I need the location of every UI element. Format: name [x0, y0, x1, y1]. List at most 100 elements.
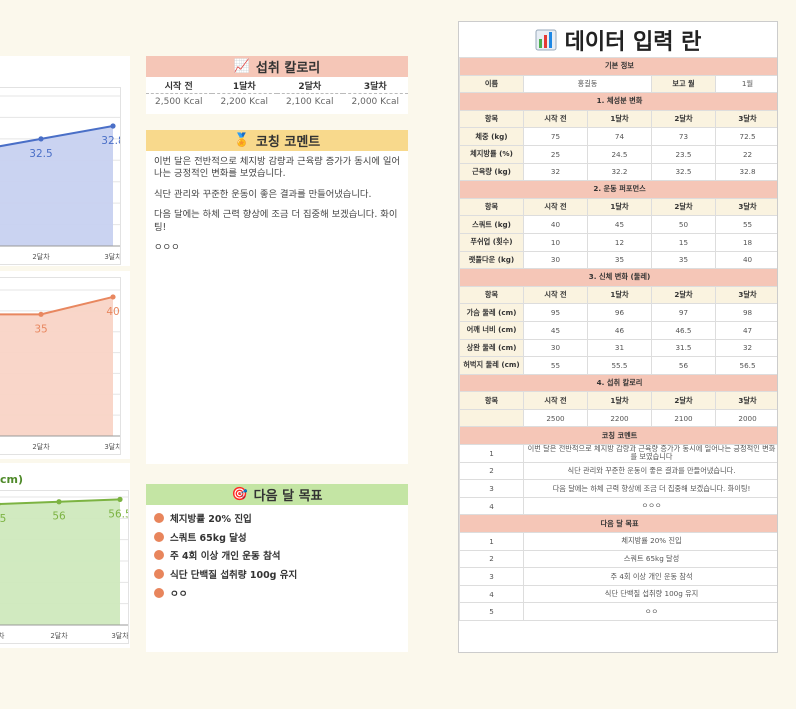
data-cell[interactable]: 72.5	[714, 127, 777, 146]
name-value[interactable]: 홍길동	[523, 74, 652, 94]
data-cell[interactable]: 73	[651, 127, 716, 146]
calorie-col-header: 1달차	[232, 81, 256, 92]
data-cell[interactable]: 30	[523, 250, 588, 270]
coaching-paragraph: 다음 달에는 하체 근력 향상에 조금 더 집중해 보겠습니다. 화이팅!	[154, 209, 398, 233]
table-row: 스쿼트 (kg) 40 45 50 55	[459, 215, 777, 234]
row-number: 5	[459, 602, 524, 621]
goal-cell[interactable]: ㅇㅇ	[522, 602, 777, 621]
data-cell[interactable]: 18	[714, 232, 777, 252]
column-header: 항목	[459, 197, 524, 217]
data-cell[interactable]: 40	[714, 250, 777, 270]
data-cell[interactable]: 55.5	[587, 356, 652, 375]
chart-thigh-title: cm)	[0, 473, 24, 486]
data-cell[interactable]: 95	[523, 303, 588, 322]
section-row: 다음 달 목표	[459, 514, 777, 534]
data-entry-table: 기본 정보 이름 홍길동 보고 월 1월 1. 체성분 변화 항목 시작 전 1달차 2달차 3달차…	[459, 57, 777, 621]
table-row: 2500 2200 2100 2000	[459, 408, 777, 428]
data-cell[interactable]: 12	[587, 232, 652, 252]
calorie-title: 섭취 칼로리	[255, 61, 321, 76]
comment-cell[interactable]: ㅇㅇㅇ	[522, 496, 777, 516]
data-cell[interactable]: 40	[523, 215, 588, 234]
data-point	[0, 502, 1, 506]
data-point	[110, 294, 116, 300]
calorie-header: 📈 섭취 칼로리	[146, 56, 408, 77]
data-cell[interactable]: 56	[651, 356, 716, 375]
column-header: 2달차	[651, 391, 716, 410]
comment-cell[interactable]: 이번 달은 전반적으로 체지방 감량과 근육량 증가가 동시에 일어나는 긍정적…	[522, 444, 777, 463]
data-cell[interactable]: 32.8	[714, 162, 777, 182]
data-cell[interactable]: 98	[714, 303, 777, 322]
panel-title: 데이터 입력 란	[459, 22, 777, 57]
data-cell[interactable]: 32.5	[651, 162, 716, 182]
data-cell[interactable]: 2100	[651, 408, 716, 428]
data-cell[interactable]: 2200	[587, 408, 652, 428]
data-cell[interactable]: 96	[587, 303, 652, 322]
series-line	[0, 498, 121, 506]
data-cell[interactable]: 2500	[523, 408, 588, 428]
data-cell[interactable]: 35	[651, 250, 716, 270]
data-cell[interactable]: 22	[714, 144, 777, 164]
comment-cell[interactable]: 식단 관리와 꾸준한 운동이 좋은 결과를 만들어냈습니다.	[522, 461, 777, 481]
column-header: 시작 전	[523, 285, 588, 305]
goal-text: 스쿼트 65kg 달성	[170, 532, 247, 544]
comment-cell[interactable]: 다음 달에는 하체 근력 향상에 조금 더 집중해 보겠습니다. 화이팅!	[522, 479, 777, 498]
row-label: 어깨 너비 (cm)	[459, 320, 524, 340]
data-cell[interactable]: 47	[714, 320, 777, 340]
data-cell[interactable]: 31	[587, 338, 652, 358]
data-cell[interactable]: 45	[587, 215, 652, 234]
data-cell[interactable]: 50	[651, 215, 716, 234]
data-cell[interactable]: 45	[523, 320, 588, 340]
series-area	[0, 296, 113, 436]
data-cell[interactable]: 24.5	[587, 144, 652, 164]
data-cell[interactable]: 74	[587, 127, 652, 146]
chart-muscle: 32.5 32.8 2달차 3달차	[0, 87, 125, 265]
data-cell[interactable]: 32	[714, 338, 777, 358]
data-cell[interactable]: 31.5	[651, 338, 716, 358]
column-header: 3달차	[714, 109, 777, 129]
column-header: 1달차	[587, 109, 652, 129]
goal-cell[interactable]: 체지방률 20% 진입	[522, 532, 777, 551]
tick-label: 2달차	[32, 442, 50, 451]
data-cell[interactable]: 56.5	[714, 356, 777, 375]
chart-thigh-svg: 5.5 56 56.5 달차 2달차 3달차	[0, 496, 132, 640]
data-cell[interactable]: 2000	[714, 408, 777, 428]
data-cell[interactable]: 23.5	[651, 144, 716, 164]
column-header: 2달차	[651, 285, 716, 305]
data-cell[interactable]: 10	[523, 232, 588, 252]
data-label: 35	[34, 323, 47, 335]
table-row: 3 다음 달에는 하체 근력 향상에 조금 더 집중해 보겠습니다. 화이팅!	[459, 479, 777, 498]
row-label: 스쿼트 (kg)	[459, 215, 524, 234]
data-cell[interactable]: 55	[523, 356, 588, 375]
bullet-icon	[154, 531, 164, 542]
data-cell[interactable]: 32.2	[587, 162, 652, 182]
data-cell[interactable]: 32	[523, 162, 588, 182]
column-header: 시작 전	[523, 391, 588, 410]
coaching-paragraph: 식단 관리와 꾸준한 운동이 좋은 결과를 만들어냈습니다.	[154, 188, 372, 200]
goal-cell[interactable]: 스쿼트 65kg 달성	[522, 549, 777, 569]
month-value[interactable]: 1월	[714, 74, 777, 94]
goal-cell[interactable]: 식단 단백질 섭취량 100g 유지	[522, 584, 777, 604]
goal-item: 스쿼트 65kg 달성	[154, 528, 404, 547]
data-cell[interactable]: 15	[651, 232, 716, 252]
data-cell[interactable]: 55	[714, 215, 777, 234]
data-cell[interactable]: 30	[523, 338, 588, 358]
coaching-header: 🏅 코칭 코멘트	[146, 130, 408, 151]
data-cell[interactable]: 75	[523, 127, 588, 146]
table-row: 체지방률 (%) 25 24.5 23.5 22	[459, 144, 777, 164]
goals-title: 다음 달 목표	[253, 489, 323, 504]
data-cell[interactable]: 97	[651, 303, 716, 322]
row-number: 3	[459, 567, 524, 586]
table-row: 근육량 (kg) 32 32.2 32.5 32.8	[459, 162, 777, 182]
row-label	[459, 408, 524, 428]
column-header: 1달차	[587, 391, 652, 410]
data-cell[interactable]: 46	[587, 320, 652, 340]
table-row: 이름 홍길동 보고 월 1월	[459, 74, 777, 94]
column-header: 3달차	[714, 285, 777, 305]
coaching-title: 코칭 코멘트	[255, 135, 321, 150]
goal-cell[interactable]: 주 4회 이상 개인 운동 참석	[522, 567, 777, 586]
data-cell[interactable]: 25	[523, 144, 588, 164]
row-number: 2	[459, 549, 524, 569]
data-cell[interactable]: 46.5	[651, 320, 716, 340]
data-cell[interactable]: 35	[587, 250, 652, 270]
calorie-value: 2,100 Kcal	[277, 93, 343, 110]
